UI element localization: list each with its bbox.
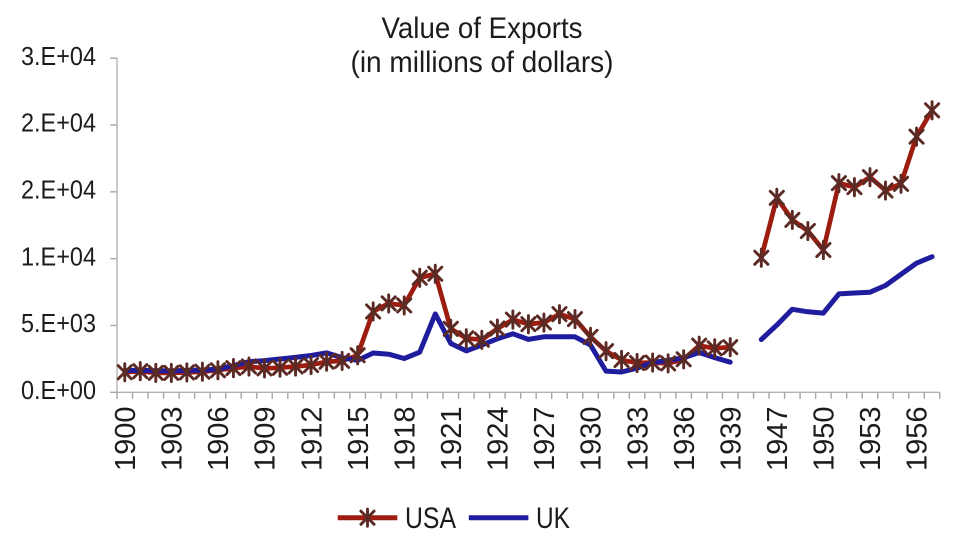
usa-star-marker [644,354,661,371]
usa-star-marker [349,347,366,364]
x-tick-label: 1906 [203,407,235,472]
legend-usa-label: USA [405,502,456,535]
x-tick-label: 1953 [855,407,887,472]
usa-star-marker [629,354,646,372]
usa-star-marker [691,337,708,354]
series-usa-markers [116,100,941,383]
chart-subtitle: (in millions of dollars) [351,46,614,79]
legend-uk-label: UK [536,502,570,535]
usa-star-marker [225,360,242,377]
usa-star-marker [830,175,847,192]
usa-star-marker [271,359,289,376]
usa-star-marker [287,358,304,375]
x-tick-label: 1909 [250,407,282,472]
x-tick-label: 1939 [715,407,747,472]
usa-star-marker [209,362,226,379]
usa-star-marker [380,295,397,312]
y-tick-label: 0.E+00 [21,375,96,405]
usa-star-marker [660,355,677,372]
usa-star-marker [163,364,180,381]
usa-star-marker [178,364,195,381]
usa-star-marker [240,358,258,375]
usa-star-marker [473,331,490,348]
x-tick-label: 1921 [436,407,468,472]
usa-star-marker [194,363,211,380]
chart-title: Value of Exports [382,12,583,45]
x-tick-label: 1918 [389,407,421,472]
x-tick-label: 1950 [809,407,841,472]
usa-star-marker [768,189,785,206]
usa-star-marker [256,360,273,377]
usa-star-marker [116,364,133,381]
y-tick-label: 2.E+04 [21,108,96,138]
axes: 0.E+00 5.E+03 1.E+04 2.E+04 2.E+04 3.E+04 1900… [21,41,941,472]
usa-star-marker [924,102,941,119]
x-tick-label: 1947 [762,407,794,472]
usa-star-marker [597,343,615,360]
usa-star-marker [706,340,723,357]
usa-star-marker [613,351,630,369]
usa-star-marker [411,269,428,286]
usa-star-marker [535,314,552,331]
x-tick-label: 1900 [110,407,142,472]
x-tick-label: 1956 [902,407,934,472]
usa-star-marker [396,297,413,314]
uk-line [758,254,935,342]
x-tick-label: 1924 [483,406,515,471]
usa-star-marker [799,222,816,240]
usa-star-marker [877,182,894,199]
usa-star-marker [359,509,376,526]
x-tick-label: 1930 [576,407,608,472]
usa-star-marker [582,328,599,345]
usa-star-marker [504,311,521,328]
x-tick-label: 1915 [343,407,375,472]
usa-star-marker [566,311,584,328]
usa-star-marker [815,241,832,259]
usa-line [122,271,733,376]
usa-star-marker [551,306,568,323]
usa-star-marker [365,303,382,320]
x-tick-label: 1933 [622,407,654,472]
usa-star-marker [722,339,739,356]
usa-star-marker [442,320,459,337]
usa-star-marker [147,364,164,381]
y-tick-label: 3.E+04 [21,41,96,71]
x-tick-label: 1912 [296,407,328,472]
y-tick-label: 2.E+04 [21,175,96,205]
x-tick-label: 1936 [669,407,701,472]
legend-usa-star-marker [359,507,376,528]
usa-star-marker [132,363,149,380]
y-tick-label: 5.E+03 [21,308,96,338]
usa-star-marker [427,265,444,282]
usa-star-marker [520,316,537,333]
usa-line [758,107,935,261]
usa-star-marker [318,353,335,370]
x-tick-label: 1927 [529,407,561,472]
usa-star-marker [892,175,910,192]
y-tick-label: 1.E+04 [21,241,96,271]
legend: USA UK [337,502,570,535]
x-tick-label: 1903 [157,407,189,472]
usa-star-marker [675,351,692,368]
usa-star-marker [753,249,770,266]
usa-star-marker [303,356,320,374]
usa-star-marker [861,169,879,186]
usa-star-marker [334,352,351,369]
usa-star-marker [846,179,863,196]
usa-star-marker [784,211,801,228]
usa-star-marker [489,320,506,337]
series [116,100,941,383]
usa-star-marker [908,128,925,145]
usa-star-marker [458,330,475,347]
